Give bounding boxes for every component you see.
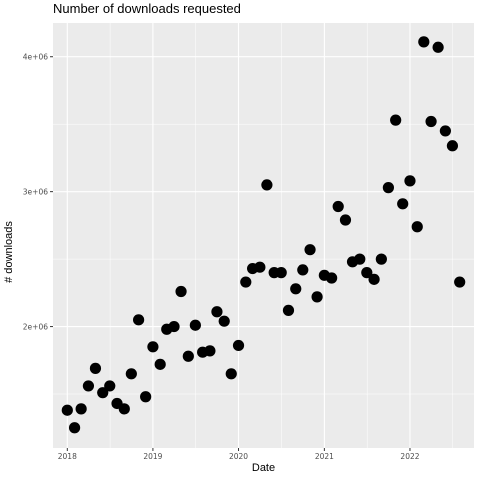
data-point (133, 314, 145, 326)
data-point (261, 179, 273, 191)
data-point (254, 261, 266, 273)
plot-panel (53, 23, 474, 448)
data-point (290, 283, 302, 295)
data-point (326, 272, 338, 284)
x-tick-label: 2018 (58, 452, 77, 461)
data-point (118, 403, 130, 415)
data-point (68, 422, 81, 434)
data-point (397, 198, 409, 210)
data-point (125, 368, 137, 380)
data-point (154, 358, 166, 370)
x-axis: 2018 2019 2020 2021 2022 (58, 448, 420, 461)
data-point (339, 214, 352, 226)
x-tick-label: 2021 (315, 452, 334, 461)
data-point (375, 253, 387, 265)
x-tick-label: 2019 (143, 452, 162, 461)
x-tick-label: 2020 (229, 452, 248, 461)
data-point (297, 264, 309, 276)
data-point (311, 291, 323, 303)
chart-title: Number of downloads requested (53, 1, 241, 16)
data-point (104, 380, 116, 392)
data-point (282, 304, 295, 316)
data-point (97, 387, 109, 399)
data-point (361, 267, 373, 279)
data-point (454, 276, 466, 288)
data-point (89, 362, 102, 374)
data-point (368, 273, 380, 285)
data-point (211, 306, 223, 318)
y-axis: 2e+06 3e+06 4e+06 (23, 52, 53, 331)
data-points (61, 36, 466, 434)
y-tick-label: 4e+06 (23, 52, 48, 61)
data-point (189, 319, 201, 331)
y-tick-label: 2e+06 (23, 322, 48, 331)
data-point (61, 404, 73, 416)
data-point (240, 276, 252, 288)
data-point (304, 244, 316, 256)
data-point (147, 341, 159, 353)
data-point (168, 320, 180, 333)
y-tick-label: 3e+06 (23, 187, 48, 196)
data-point (204, 345, 216, 357)
data-point (382, 182, 394, 194)
data-point (182, 350, 194, 362)
data-point (404, 175, 416, 187)
major-gridlines (53, 23, 474, 448)
data-point (275, 267, 287, 279)
data-point (82, 380, 95, 392)
data-point (425, 115, 437, 128)
data-point (432, 41, 444, 53)
data-point (390, 114, 402, 126)
data-point (354, 253, 366, 265)
data-point (175, 285, 187, 298)
x-tick-label: 2022 (400, 452, 419, 461)
data-point (218, 315, 230, 327)
data-point (140, 391, 152, 403)
data-point (411, 221, 423, 233)
data-point (225, 368, 237, 380)
data-point (446, 140, 459, 152)
data-point (75, 403, 87, 415)
data-point (439, 125, 451, 137)
minor-gridlines (53, 23, 474, 448)
x-axis-label: Date (251, 462, 276, 474)
data-point (332, 200, 344, 213)
data-point (418, 36, 430, 48)
data-point (232, 339, 245, 352)
